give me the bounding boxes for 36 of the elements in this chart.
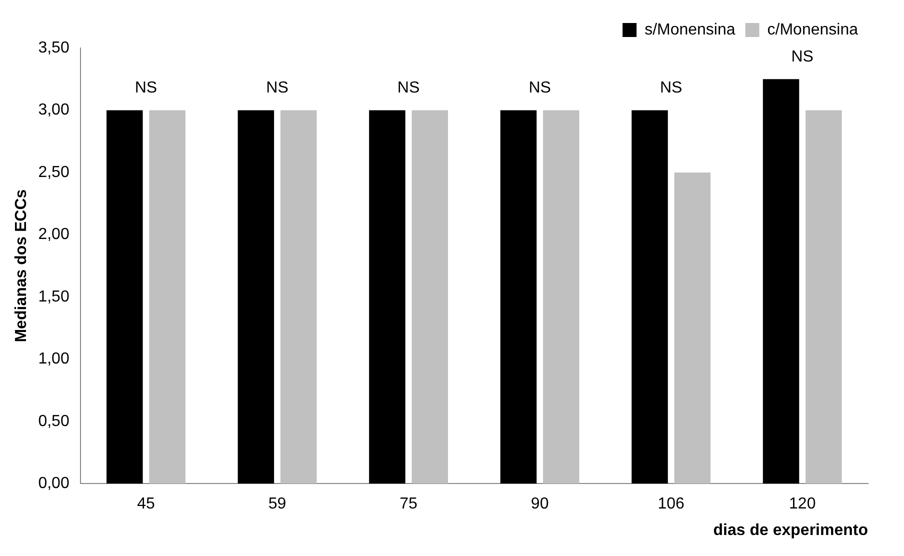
y-tick-label: 1,00 bbox=[38, 350, 70, 368]
bar bbox=[369, 110, 406, 484]
y-axis-title: Medianas dos ECCs bbox=[13, 189, 30, 342]
x-tick-label: 106 bbox=[658, 496, 685, 513]
annotation: NS bbox=[397, 80, 420, 97]
annotation: NS bbox=[266, 80, 288, 97]
y-tick-label: 2,50 bbox=[38, 164, 70, 181]
bar bbox=[762, 79, 800, 484]
annotation: NS bbox=[528, 80, 551, 97]
x-tick-label: 90 bbox=[530, 496, 549, 513]
x-tick-label: 45 bbox=[137, 496, 155, 513]
y-tick-label: 0,50 bbox=[38, 412, 70, 430]
bar bbox=[106, 110, 143, 484]
annotation: NS bbox=[660, 80, 682, 97]
x-axis-title: dias de experimento bbox=[713, 522, 868, 539]
bar bbox=[500, 110, 537, 484]
bar bbox=[280, 110, 317, 484]
y-tick-label: 2,00 bbox=[38, 226, 70, 244]
bar bbox=[149, 110, 186, 484]
bar bbox=[412, 110, 448, 484]
y-tick-label: 3,50 bbox=[38, 39, 70, 56]
legend-label: c/Monensina bbox=[767, 21, 858, 38]
annotation: NS bbox=[791, 48, 814, 66]
x-tick-label: 59 bbox=[268, 496, 286, 513]
bar bbox=[543, 110, 580, 484]
bar bbox=[806, 110, 842, 484]
x-tick-label: 120 bbox=[789, 496, 816, 513]
bar bbox=[674, 172, 711, 484]
y-tick-label: 0,00 bbox=[38, 475, 70, 492]
y-tick-label: 3,00 bbox=[38, 102, 70, 119]
annotation: NS bbox=[134, 80, 158, 97]
bar bbox=[632, 110, 668, 484]
bar bbox=[238, 110, 274, 484]
x-tick-label: 75 bbox=[400, 496, 418, 513]
legend-label: s/Monensina bbox=[644, 21, 736, 38]
y-tick-label: 1,50 bbox=[38, 288, 70, 306]
